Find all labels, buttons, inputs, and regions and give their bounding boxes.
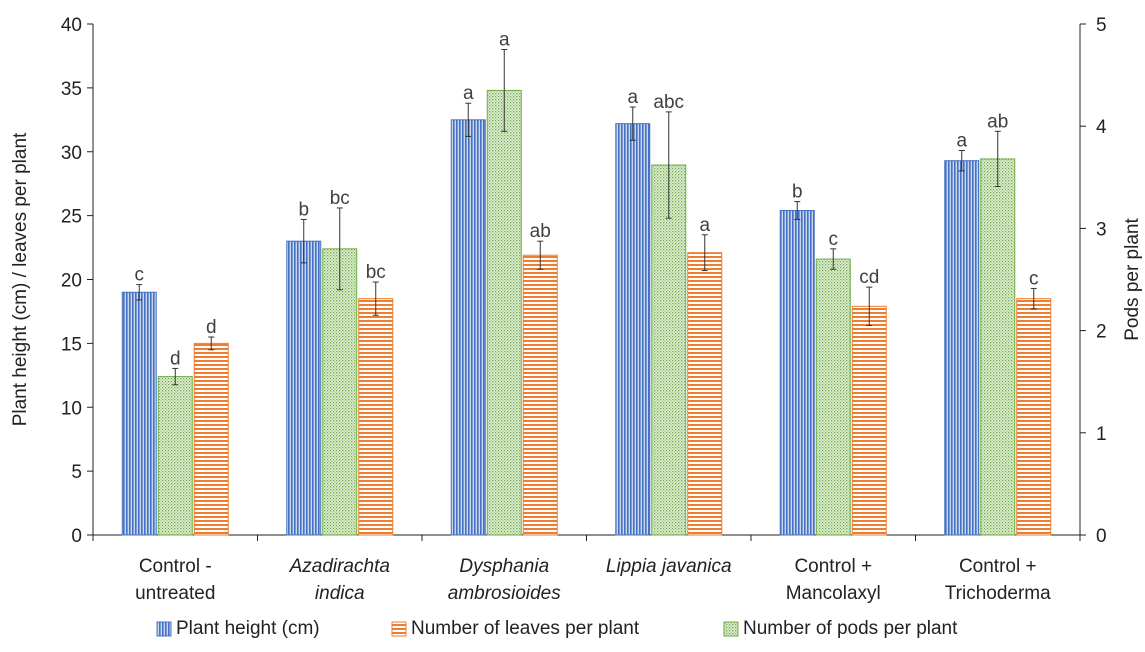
x-category-label: ambrosioides (448, 583, 561, 604)
significance-letter: bc (330, 188, 350, 209)
significance-letter: ab (987, 111, 1008, 132)
bar (779, 210, 815, 536)
bar (486, 89, 522, 536)
legend-swatch (391, 621, 407, 637)
bar (1016, 298, 1052, 536)
right-y-tick-label: 5 (1096, 15, 1107, 36)
right-y-tick-label: 1 (1096, 424, 1107, 445)
left-y-tick-label: 0 (71, 526, 82, 547)
significance-letter: c (135, 265, 145, 286)
right-y-tick-label: 0 (1096, 526, 1107, 547)
x-category-label: untreated (135, 583, 215, 604)
left-y-tick-label: 40 (61, 15, 82, 36)
right-y-axis-title: Pods per plant (1122, 218, 1143, 341)
left-y-tick-label: 10 (61, 398, 82, 419)
bar (980, 158, 1016, 536)
left-y-tick-label: 15 (61, 334, 82, 355)
left-y-tick-label: 30 (61, 143, 82, 164)
significance-letter: ab (530, 221, 551, 242)
significance-letter: d (206, 317, 217, 338)
bar (687, 252, 723, 536)
bar (815, 258, 851, 536)
significance-letter: bc (366, 262, 386, 283)
right-y-tick-label: 2 (1096, 322, 1107, 343)
bar (322, 248, 358, 536)
bar (522, 254, 558, 536)
x-category-label: Dysphania (459, 556, 549, 577)
x-category-label: Mancolaxyl (786, 583, 881, 604)
significance-letter: c (829, 229, 839, 250)
significance-letter: b (792, 182, 803, 203)
x-category-label: Azadirachta (289, 556, 390, 577)
left-y-tick-label: 25 (61, 207, 82, 228)
legend-label: Number of pods per plant (743, 618, 958, 639)
bar (157, 376, 193, 536)
legend-swatch (723, 621, 739, 637)
right-y-tick-label: 3 (1096, 219, 1107, 240)
x-category-label: Control - (139, 556, 212, 577)
bar (450, 119, 486, 536)
significance-letter: a (463, 83, 474, 104)
significance-letter: a (699, 215, 710, 236)
significance-letter: a (956, 130, 967, 151)
left-y-tick-label: 35 (61, 79, 82, 100)
significance-letter: a (627, 87, 638, 108)
bar (358, 298, 394, 536)
bar (651, 164, 687, 536)
significance-letter: b (298, 199, 309, 220)
legend-swatch (156, 621, 172, 637)
left-y-tick-label: 5 (71, 462, 82, 483)
legend-label: Plant height (cm) (176, 618, 320, 639)
bar (121, 291, 157, 536)
right-y-tick-label: 4 (1096, 117, 1107, 138)
bar (851, 305, 887, 536)
significance-letter: c (1029, 268, 1039, 289)
x-category-label: Control + (959, 556, 1037, 577)
x-category-label: Trichoderma (945, 583, 1051, 604)
significance-letter: abc (653, 92, 684, 113)
left-y-tick-label: 20 (61, 271, 82, 292)
left-y-axis-title: Plant height (cm) / leaves per plant (10, 132, 31, 426)
bar (286, 240, 322, 536)
x-category-label: indica (315, 583, 365, 604)
bar (615, 123, 651, 536)
bar (193, 342, 229, 536)
significance-letter: cd (859, 267, 879, 288)
significance-letter: a (499, 30, 510, 51)
legend-label: Number of leaves per plant (411, 618, 640, 639)
x-category-label: Lippia javanica (606, 556, 732, 577)
x-category-label: Control + (794, 556, 872, 577)
significance-letter: d (170, 348, 181, 369)
bar (944, 160, 980, 536)
